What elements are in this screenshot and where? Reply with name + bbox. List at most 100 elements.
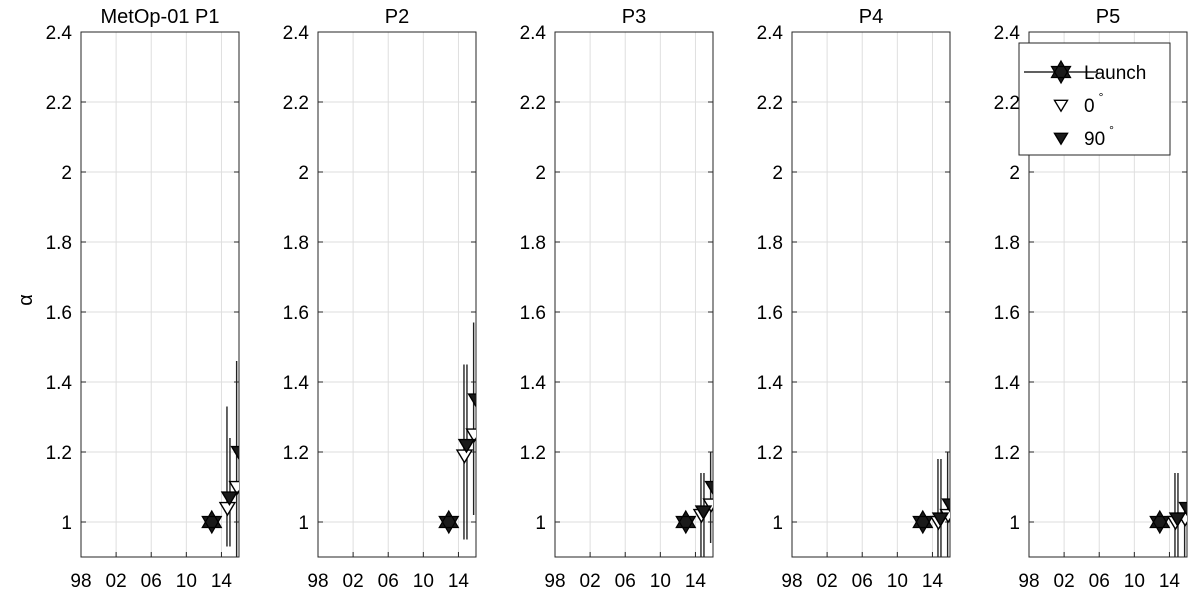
- y-tick-label: 1.4: [520, 373, 547, 394]
- x-tick-label: 06: [852, 571, 873, 592]
- y-tick-label: 1.6: [994, 303, 1020, 324]
- panel-title: P5: [1096, 6, 1120, 28]
- x-tick-label: 14: [211, 571, 233, 592]
- y-tick-label: 2.2: [283, 93, 309, 114]
- y-tick-label: 1: [1009, 513, 1020, 534]
- marker-90deg: [1178, 501, 1187, 517]
- x-tick-label: 98: [307, 571, 328, 592]
- y-tick-label: 1.6: [757, 303, 783, 324]
- panel-3: 1 1.2 1.4 1.6 1.8 2 2.2 2.4 98 02 06 10 14 P3: [520, 6, 714, 592]
- plot-area: [675, 448, 713, 557]
- marker-90deg: [457, 438, 476, 454]
- y-tick-label: 2: [298, 163, 309, 184]
- x-tick-label: 98: [544, 571, 565, 592]
- legend-item: Launch: [1024, 59, 1146, 85]
- y-tick-label: 1: [298, 513, 309, 534]
- x-tick-label: 06: [1089, 571, 1110, 592]
- marker-90deg: [694, 505, 713, 520]
- y-tick-label: 2.2: [994, 93, 1020, 114]
- plot-area: [201, 357, 239, 557]
- y-tick-label: 1.6: [283, 303, 309, 324]
- degree-superscript: °: [1099, 90, 1104, 104]
- axes-box: [80, 31, 240, 558]
- y-tick-label: 1.2: [757, 443, 783, 464]
- marker-0deg: [218, 501, 237, 517]
- x-tick-label: 98: [1018, 571, 1039, 592]
- y-tick-label: 1.2: [283, 443, 309, 464]
- x-tick-label: 14: [922, 571, 944, 592]
- marker-90deg: [220, 491, 239, 506]
- panel-title: P3: [622, 6, 646, 28]
- marker-0deg: [465, 428, 476, 443]
- x-tick-label: 10: [887, 571, 908, 592]
- y-tick-label: 2.4: [520, 23, 547, 44]
- y-tick-label: 1.8: [757, 233, 783, 254]
- panel-1: 1 1.2 1.4 1.6 1.8 2 2.2 2.4 98 02 06 10 14 MetOp-01 P…: [46, 6, 240, 592]
- y-tick-label: 1.2: [994, 443, 1020, 464]
- launch-marker: [675, 509, 697, 535]
- legend-triangle-marker: [1053, 132, 1069, 146]
- axes-box: [791, 31, 951, 558]
- y-tick-label: 1.8: [520, 233, 546, 254]
- legend-triangle-marker: [1053, 99, 1069, 113]
- y-tick-label: 2.2: [46, 93, 72, 114]
- y-tick-label: 1.4: [283, 373, 310, 394]
- y-tick-label: 2.2: [757, 93, 783, 114]
- x-tick-label: 06: [378, 571, 399, 592]
- panel-4: 1 1.2 1.4 1.6 1.8 2 2.2 2.4 98 02 06 10 14 P4: [757, 6, 951, 592]
- plot-area: [1149, 473, 1187, 557]
- launch-marker: [438, 509, 460, 535]
- launch-marker: [912, 509, 934, 535]
- x-tick-label: 02: [817, 571, 838, 592]
- y-tick-label: 2.4: [757, 23, 784, 44]
- marker-0deg: [228, 480, 239, 496]
- x-tick-label: 98: [70, 571, 91, 592]
- x-tick-label: 06: [141, 571, 162, 592]
- legend-launch-marker: [1050, 59, 1072, 85]
- axes-box: [1028, 31, 1188, 558]
- x-tick-label: 14: [448, 571, 470, 592]
- y-tick-label: 1: [535, 513, 546, 534]
- degree-superscript: °: [1109, 123, 1114, 137]
- y-tick-label: 1.2: [520, 443, 546, 464]
- x-tick-label: 10: [176, 571, 197, 592]
- y-tick-label: 1.4: [46, 373, 73, 394]
- y-tick-label: 2.4: [283, 23, 310, 44]
- y-tick-label: 1.8: [283, 233, 309, 254]
- y-tick-label: 1: [772, 513, 783, 534]
- x-tick-label: 10: [1124, 571, 1145, 592]
- y-tick-label: 1.8: [994, 233, 1020, 254]
- y-tick-label: 1.6: [46, 303, 72, 324]
- marker-90deg: [467, 393, 476, 408]
- y-tick-label: 2: [535, 163, 546, 184]
- plot-area: [912, 448, 950, 557]
- marker-90deg: [941, 498, 950, 513]
- legend-box: [1018, 42, 1171, 156]
- marker-0deg: [702, 498, 713, 513]
- y-tick-label: 2: [772, 163, 783, 184]
- legend-label: Launch: [1084, 63, 1146, 84]
- x-tick-label: 02: [580, 571, 601, 592]
- marker-90deg: [931, 512, 950, 527]
- axes-box: [317, 31, 477, 558]
- x-tick-label: 02: [343, 571, 364, 592]
- y-axis-label: α: [15, 294, 37, 306]
- y-tick-label: 1.6: [520, 303, 546, 324]
- x-tick-label: 14: [1159, 571, 1181, 592]
- y-tick-label: 1.8: [46, 233, 72, 254]
- marker-90deg: [1168, 512, 1187, 527]
- axes-box: [554, 31, 714, 558]
- x-tick-label: 02: [1054, 571, 1075, 592]
- x-tick-label: 10: [650, 571, 671, 592]
- y-tick-label: 2.4: [46, 23, 73, 44]
- x-tick-label: 02: [106, 571, 127, 592]
- x-tick-label: 10: [413, 571, 434, 592]
- launch-marker: [201, 509, 223, 535]
- x-tick-label: 06: [615, 571, 636, 592]
- y-tick-label: 1.4: [994, 373, 1021, 394]
- panel-title: P4: [859, 6, 883, 28]
- marker-0deg: [455, 449, 474, 464]
- y-tick-label: 2.4: [994, 23, 1021, 44]
